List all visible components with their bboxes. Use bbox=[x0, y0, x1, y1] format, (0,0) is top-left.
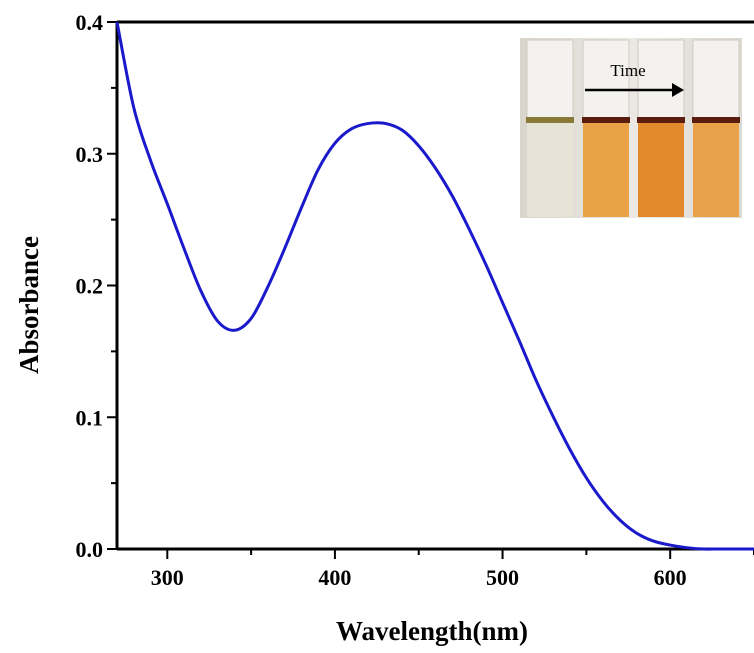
series-layer bbox=[115, 21, 754, 551]
tube-meniscus bbox=[692, 117, 740, 123]
x-tick-label: 500 bbox=[486, 565, 519, 590]
y-tick-label: 0.1 bbox=[76, 405, 104, 430]
ticks bbox=[107, 21, 754, 559]
tube-glass bbox=[637, 39, 685, 119]
tube-meniscus bbox=[526, 117, 574, 123]
inset-photo: Time bbox=[520, 38, 742, 218]
tube-glass bbox=[526, 39, 574, 119]
x-tick-label: 600 bbox=[654, 565, 687, 590]
tube-glass bbox=[582, 39, 630, 119]
tube-meniscus bbox=[582, 117, 630, 123]
y-tick-label: 0.2 bbox=[76, 274, 104, 299]
y-tick-label: 0.3 bbox=[76, 142, 104, 167]
time-arrow-head-icon bbox=[672, 83, 684, 97]
tubes bbox=[526, 39, 740, 217]
x-axis-title: Wavelength(nm) bbox=[336, 616, 528, 646]
tick-labels: 300 400 500 600 0.0 0.1 0.2 0.3 0.4 bbox=[76, 10, 687, 590]
y-axis-title: Absorbance bbox=[14, 236, 44, 374]
x-tick-label: 300 bbox=[151, 565, 184, 590]
tube-liquid bbox=[638, 118, 684, 217]
series-line bbox=[115, 21, 754, 551]
y-tick-label: 0.0 bbox=[76, 537, 104, 562]
inset-label: Time bbox=[610, 61, 645, 80]
tube-meniscus bbox=[637, 117, 685, 123]
tube-liquid bbox=[583, 118, 629, 217]
tube-liquid bbox=[693, 118, 739, 217]
tube-glass bbox=[692, 39, 740, 119]
y-tick-label: 0.4 bbox=[76, 10, 104, 35]
x-tick-label: 400 bbox=[318, 565, 351, 590]
tube-liquid bbox=[527, 118, 573, 217]
